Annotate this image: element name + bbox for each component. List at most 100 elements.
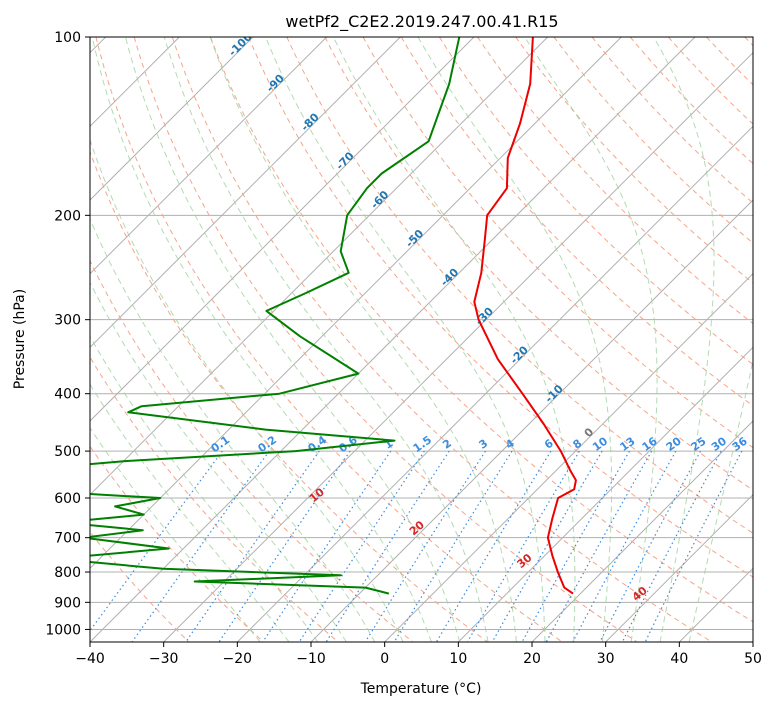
y-tick-label: 900 <box>54 595 81 611</box>
y-tick-label: 300 <box>54 313 81 329</box>
moist-adiabat-line <box>417 37 612 642</box>
x-tick-label: −40 <box>75 651 105 667</box>
moist-adiabat-line <box>91 37 432 642</box>
mixing-ratio-line <box>262 450 392 642</box>
y-tick-label: 1000 <box>45 622 81 638</box>
mixing-ratio-label: 3 <box>477 437 491 452</box>
mixing-ratio-line <box>364 450 486 642</box>
profiles <box>90 37 577 595</box>
isotherm-line <box>310 199 753 642</box>
isotherm-line <box>90 37 475 422</box>
dry-adiabat-line <box>248 37 753 578</box>
y-tick-label: 400 <box>54 387 81 403</box>
isotherm-label: -60 <box>368 188 391 211</box>
dry-adiabat-line <box>90 150 488 642</box>
dry-adiabat-line <box>515 37 753 284</box>
y-axis-label: Pressure (hPa) <box>12 289 28 389</box>
dry-adiabat-line <box>90 531 190 642</box>
chart-title: wetPf2_C2E2.2019.247.00.41.R15 <box>285 12 558 32</box>
isotherm-line <box>90 37 622 570</box>
isotherm-label: -20 <box>508 343 531 366</box>
mixing-ratio-line <box>298 450 425 642</box>
y-tick-label: 700 <box>54 531 81 547</box>
isotherm-line <box>678 567 753 642</box>
moist-adiabat-line <box>524 37 658 642</box>
moist-adiabat-line <box>265 37 546 642</box>
mixing-ratio-line <box>491 450 603 642</box>
dry-adiabat-line <box>706 37 753 86</box>
moist-adiabat-line <box>90 281 347 642</box>
x-tick-label: 20 <box>523 651 541 667</box>
mixing-ratio-label: 4 <box>503 437 517 452</box>
dry-adiabat-line <box>553 37 753 244</box>
isotherm-line <box>90 37 696 642</box>
mixing-ratio-line <box>185 450 320 642</box>
dry-adiabat-line <box>629 37 753 165</box>
dry-adiabat-line <box>95 37 563 642</box>
moist-adiabat-line <box>209 37 517 642</box>
isotherm-line <box>752 641 753 642</box>
isotherm-line <box>236 125 753 642</box>
mixing-ratio-label: 0.1 <box>209 433 232 455</box>
line-labels: 0.1 0.2 0.4 0.6 1 1.5 2 3 4 6 8 10 13 16 20 25 30 36-100-… <box>209 30 750 604</box>
isotherm-line <box>457 346 753 642</box>
moist-adiabat-line <box>688 358 753 642</box>
temperature-profile-line <box>473 37 577 595</box>
mixing-ratio-line <box>435 450 552 642</box>
mixing-ratio-line <box>599 450 702 642</box>
x-tick-label: 10 <box>449 651 467 667</box>
dry-adiabat-line <box>438 37 753 366</box>
isotherm-label: -70 <box>333 149 356 172</box>
x-tick-label: 0 <box>380 651 389 667</box>
y-tick-label: 600 <box>54 491 81 507</box>
dry-adiabat-line <box>744 37 753 47</box>
mixing-ratio-label: 1.5 <box>411 433 434 455</box>
mixing-ratio-line <box>572 450 677 642</box>
moist-adiabat-line <box>163 37 489 642</box>
moist-adiabat-line <box>90 335 319 642</box>
isotherm-line <box>90 37 401 349</box>
dry-adiabat-line <box>210 37 753 623</box>
x-tick-label: 30 <box>597 651 615 667</box>
mixing-ratio-label: 0.4 <box>306 433 330 455</box>
dewpoint-profile-line <box>90 37 461 595</box>
dry-adiabat-line <box>400 37 753 407</box>
dry-adiabat-line <box>90 356 339 642</box>
isotherm-line <box>90 37 254 201</box>
plot-frame <box>89 36 754 643</box>
x-tick-label: −20 <box>223 651 253 667</box>
isotherm-line <box>90 37 328 275</box>
mixing-ratio-line <box>466 450 580 642</box>
axis-ticks: −40 −30 −20 −10 0 10 20 30 40 50 100 200 300 400 500 60… <box>45 30 762 667</box>
isotherm-label: -100 <box>226 30 255 59</box>
mixing-ratio-line <box>393 450 513 642</box>
mixing-ratio-line <box>325 450 450 642</box>
moist-adiabat-line <box>90 138 404 642</box>
dry-adiabat-line <box>668 37 753 125</box>
dry-adiabat-line <box>90 445 264 642</box>
moist-adiabat-line <box>125 37 461 642</box>
isotherm-line <box>90 37 549 496</box>
y-tick-label: 500 <box>54 444 81 460</box>
y-tick-label: 200 <box>54 208 81 224</box>
moist-adiabat-line <box>90 217 376 642</box>
y-tick-label: 800 <box>54 565 81 581</box>
isotherm-label: -90 <box>264 72 287 95</box>
dry-adiabat-line <box>90 259 414 642</box>
moist-adiabat-line <box>90 427 261 642</box>
y-tick-label: 100 <box>54 30 81 46</box>
moist-adiabat-line <box>332 37 576 642</box>
isotherm-line <box>163 51 753 642</box>
x-axis-label: Temperature (°C) <box>360 681 482 697</box>
mixing-ratio-line <box>131 450 270 642</box>
x-tick-label: −10 <box>296 651 326 667</box>
dry-adiabat-line <box>477 37 753 325</box>
x-tick-label: 40 <box>670 651 688 667</box>
isotherm-line <box>384 272 753 642</box>
dry-adiabat-line <box>591 37 753 204</box>
dry-adiabat-line <box>362 37 753 449</box>
x-tick-label: −30 <box>149 651 179 667</box>
dry-adiabat-line <box>133 37 638 642</box>
isotherm-line <box>531 420 753 642</box>
